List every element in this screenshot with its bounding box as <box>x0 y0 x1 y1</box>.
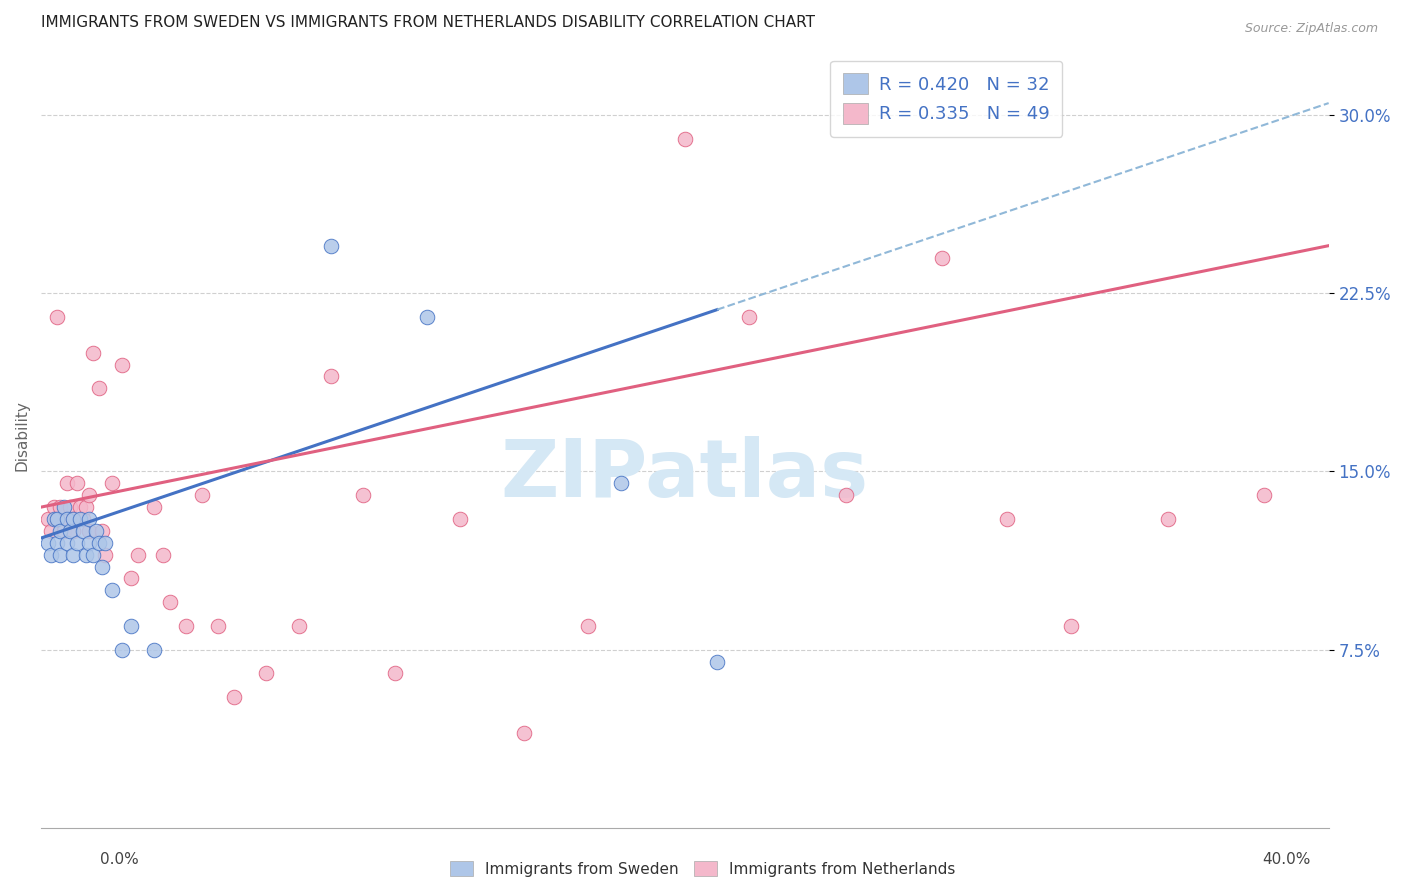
Point <box>56 512 79 526</box>
Point <box>207 619 229 633</box>
Point <box>224 690 246 705</box>
Point <box>62 512 84 526</box>
Point <box>142 500 165 514</box>
Point <box>42 512 65 526</box>
Point <box>79 524 101 538</box>
Point <box>69 512 91 526</box>
Point <box>449 512 471 526</box>
Point <box>352 488 374 502</box>
Point <box>84 524 107 538</box>
Point <box>110 642 132 657</box>
Text: IMMIGRANTS FROM SWEDEN VS IMMIGRANTS FROM NETHERLANDS DISABILITY CORRELATION CHA: IMMIGRANTS FROM SWEDEN VS IMMIGRANTS FRO… <box>41 15 815 30</box>
Point <box>120 619 142 633</box>
Point <box>56 535 79 549</box>
Point <box>174 619 197 633</box>
Point <box>79 488 101 502</box>
Text: 40.0%: 40.0% <box>1263 852 1310 867</box>
Point <box>37 512 59 526</box>
Point <box>287 619 309 633</box>
Point <box>46 512 69 526</box>
Point <box>79 535 101 549</box>
Point <box>995 512 1018 526</box>
Point <box>835 488 858 502</box>
Point <box>319 238 342 252</box>
Point <box>609 476 631 491</box>
Point <box>62 512 84 526</box>
Point <box>738 310 761 324</box>
Point <box>52 524 75 538</box>
Y-axis label: Disability: Disability <box>15 401 30 471</box>
Point <box>46 512 69 526</box>
Point <box>513 726 536 740</box>
Point <box>42 500 65 514</box>
Point <box>319 369 342 384</box>
Point <box>1253 488 1275 502</box>
Point <box>39 548 62 562</box>
Point <box>49 548 72 562</box>
Point <box>120 571 142 585</box>
Point <box>59 524 82 538</box>
Point <box>159 595 181 609</box>
Point <box>101 476 124 491</box>
Point <box>46 310 69 324</box>
Point <box>91 524 114 538</box>
Point <box>72 512 94 526</box>
Point <box>46 535 69 549</box>
Point <box>39 524 62 538</box>
Legend: R = 0.420   N = 32, R = 0.335   N = 49: R = 0.420 N = 32, R = 0.335 N = 49 <box>830 61 1062 136</box>
Point <box>91 559 114 574</box>
Point <box>706 655 728 669</box>
Point <box>931 251 953 265</box>
Point <box>52 500 75 514</box>
Point <box>82 345 104 359</box>
Point <box>384 666 406 681</box>
Point <box>127 548 149 562</box>
Point <box>65 476 87 491</box>
Point <box>673 132 696 146</box>
Point <box>62 548 84 562</box>
Point <box>75 548 97 562</box>
Text: 0.0%: 0.0% <box>100 852 139 867</box>
Point <box>79 512 101 526</box>
Point <box>110 358 132 372</box>
Point <box>254 666 277 681</box>
Point <box>152 548 174 562</box>
Point <box>82 548 104 562</box>
Point <box>94 548 117 562</box>
Point <box>56 476 79 491</box>
Point <box>59 500 82 514</box>
Text: ZIPatlas: ZIPatlas <box>501 436 869 514</box>
Point <box>87 535 110 549</box>
Point <box>65 535 87 549</box>
Point <box>49 500 72 514</box>
Point <box>101 583 124 598</box>
Point <box>94 535 117 549</box>
Point <box>576 619 599 633</box>
Point <box>416 310 439 324</box>
Point <box>75 500 97 514</box>
Legend: Immigrants from Sweden, Immigrants from Netherlands: Immigrants from Sweden, Immigrants from … <box>443 853 963 884</box>
Point <box>191 488 214 502</box>
Point <box>62 524 84 538</box>
Point <box>56 512 79 526</box>
Point <box>72 524 94 538</box>
Point <box>87 381 110 395</box>
Point <box>1060 619 1083 633</box>
Point <box>1157 512 1180 526</box>
Text: Source: ZipAtlas.com: Source: ZipAtlas.com <box>1244 22 1378 36</box>
Point <box>49 524 72 538</box>
Point <box>142 642 165 657</box>
Point <box>69 500 91 514</box>
Point <box>37 535 59 549</box>
